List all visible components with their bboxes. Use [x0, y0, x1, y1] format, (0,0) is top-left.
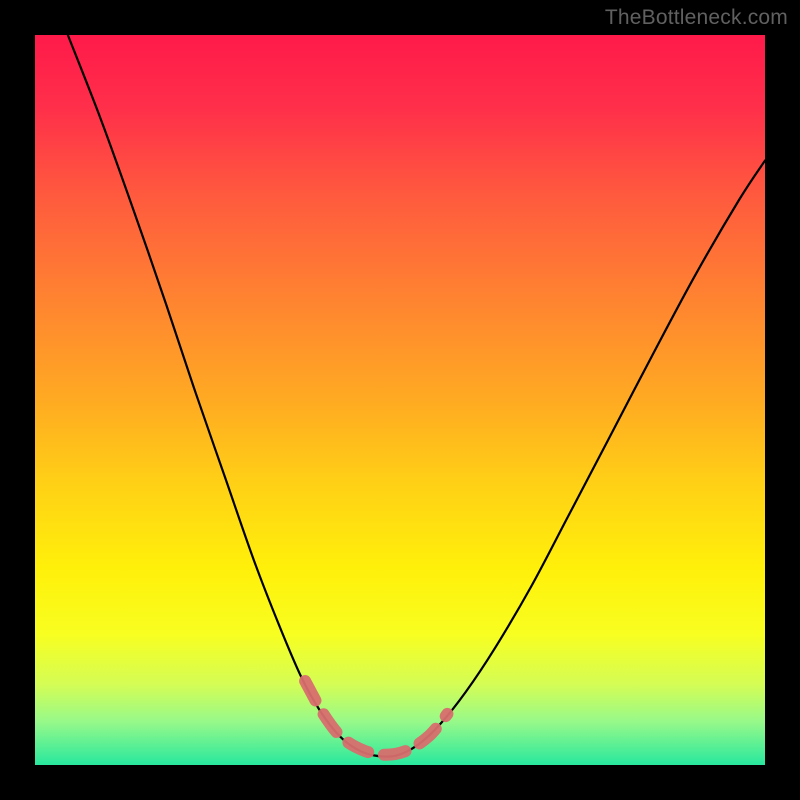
chart-canvas: [0, 0, 800, 800]
watermark-label: TheBottleneck.com: [605, 6, 788, 30]
plot-area: [35, 35, 765, 765]
